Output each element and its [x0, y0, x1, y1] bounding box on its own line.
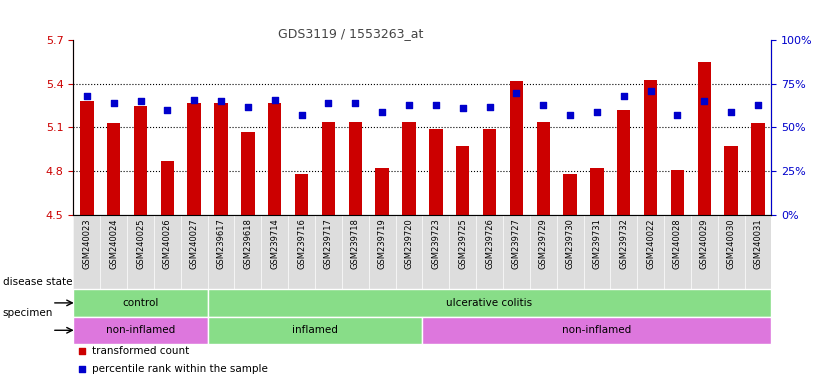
Bar	[402, 122, 415, 215]
Point	[241, 103, 254, 109]
Text: GSM239720: GSM239720	[404, 218, 414, 269]
Point	[510, 89, 523, 96]
Point	[375, 109, 389, 115]
Bar	[375, 168, 389, 215]
Point	[644, 88, 657, 94]
Text: GSM239717: GSM239717	[324, 218, 333, 269]
Text: disease state: disease state	[3, 277, 72, 287]
Text: GSM239727: GSM239727	[512, 218, 521, 269]
Bar	[422, 316, 771, 344]
Point	[80, 93, 93, 99]
Point	[751, 102, 765, 108]
Text: GSM240031: GSM240031	[754, 218, 762, 269]
Text: GSM239726: GSM239726	[485, 218, 494, 269]
Point	[322, 100, 335, 106]
Bar	[133, 106, 148, 215]
Bar	[456, 146, 470, 215]
Text: GSM240027: GSM240027	[189, 218, 198, 269]
Text: GSM240029: GSM240029	[700, 218, 709, 269]
Text: GDS3119 / 1553263_at: GDS3119 / 1553263_at	[278, 27, 423, 40]
Bar	[644, 79, 657, 215]
Text: specimen: specimen	[3, 308, 53, 318]
Text: GSM239716: GSM239716	[297, 218, 306, 269]
Point	[492, 127, 505, 134]
Text: GSM240026: GSM240026	[163, 218, 172, 269]
Text: non-inflamed: non-inflamed	[106, 325, 175, 335]
Text: non-inflamed: non-inflamed	[562, 325, 631, 335]
Point	[214, 98, 228, 104]
Text: GSM239725: GSM239725	[458, 218, 467, 269]
Bar	[671, 169, 684, 215]
Bar	[73, 289, 208, 316]
Bar	[73, 316, 208, 344]
Text: GSM240030: GSM240030	[726, 218, 736, 269]
Text: control: control	[123, 298, 158, 308]
Point	[698, 98, 711, 104]
Text: ulcerative colitis: ulcerative colitis	[446, 298, 533, 308]
Bar	[208, 316, 423, 344]
Bar	[590, 168, 604, 215]
Text: GSM239730: GSM239730	[565, 218, 575, 269]
Text: GSM239719: GSM239719	[378, 218, 387, 269]
Point	[590, 109, 604, 115]
Text: GSM240024: GSM240024	[109, 218, 118, 269]
Point	[430, 102, 443, 108]
Text: percentile rank within the sample: percentile rank within the sample	[92, 364, 268, 374]
Bar	[536, 122, 550, 215]
Point	[295, 112, 309, 118]
Bar	[510, 81, 523, 215]
Bar	[295, 174, 309, 215]
Text: GSM239617: GSM239617	[217, 218, 225, 269]
Text: GSM240023: GSM240023	[83, 218, 91, 269]
Bar	[241, 132, 254, 215]
Bar	[322, 122, 335, 215]
Text: transformed count: transformed count	[92, 346, 188, 356]
Point	[564, 112, 577, 118]
Bar	[161, 161, 174, 215]
Bar	[214, 103, 228, 215]
Bar	[751, 123, 765, 215]
Text: GSM239618: GSM239618	[244, 218, 253, 269]
Text: GSM240022: GSM240022	[646, 218, 656, 269]
Bar	[483, 129, 496, 215]
Point	[107, 100, 120, 106]
Point	[402, 102, 415, 108]
Text: GSM239723: GSM239723	[431, 218, 440, 269]
Bar	[617, 110, 631, 215]
Text: GSM240025: GSM240025	[136, 218, 145, 269]
Point	[536, 102, 550, 108]
Text: GSM239731: GSM239731	[592, 218, 601, 269]
Bar	[188, 103, 201, 215]
Point	[268, 96, 281, 103]
Bar	[268, 103, 281, 215]
Point	[161, 107, 174, 113]
Point	[725, 109, 738, 115]
Text: inflamed: inflamed	[292, 325, 338, 335]
Text: GSM239718: GSM239718	[351, 218, 359, 269]
Point	[492, 292, 505, 298]
Point	[671, 112, 684, 118]
Text: GSM240028: GSM240028	[673, 218, 682, 269]
Point	[349, 100, 362, 106]
Point	[456, 105, 470, 111]
Point	[483, 103, 496, 109]
Point	[188, 96, 201, 103]
Bar	[208, 289, 771, 316]
Bar	[564, 174, 577, 215]
Text: GSM239732: GSM239732	[620, 218, 628, 269]
Bar	[349, 122, 362, 215]
Bar	[725, 146, 738, 215]
Bar	[107, 123, 120, 215]
Text: GSM239729: GSM239729	[539, 218, 548, 269]
Text: GSM239714: GSM239714	[270, 218, 279, 269]
Point	[617, 93, 631, 99]
Bar	[697, 62, 711, 215]
Bar	[430, 129, 443, 215]
Bar	[80, 101, 93, 215]
Point	[133, 98, 147, 104]
